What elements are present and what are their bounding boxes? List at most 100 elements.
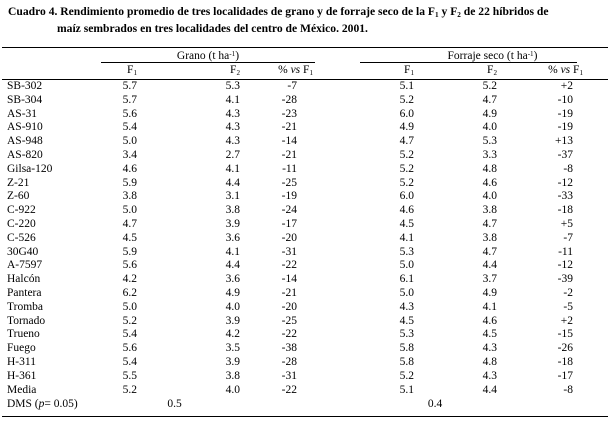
forraje-f2-value: 5.2 (482, 80, 497, 92)
grano-f2-value: 2.7 (225, 148, 240, 161)
forraje-f1-value: 4.6 (399, 204, 414, 217)
group-header-grano: Grano (t ha-1) (101, 48, 315, 63)
grano-pct-value: -19 (281, 190, 297, 203)
grano-f1-value: 4.5 (122, 231, 137, 244)
grano-pct-value: -17 (281, 217, 297, 230)
forraje-f2-value: 4.6 (482, 176, 497, 189)
grano-f1-value: 3.4 (122, 148, 137, 161)
grano-f1-value: 5.9 (122, 176, 137, 189)
grano-pct-value: -20 (281, 300, 297, 313)
table-row: C-922 5.0 3.8 -24 4.6 3.8 -18 (2, 204, 608, 218)
grano-pct-value: -22 (281, 383, 297, 396)
forraje-pct-value: -18 (557, 204, 573, 217)
grano-f2-value: 3.1 (225, 190, 240, 203)
dms-label: DMS (p= 0.05) (7, 398, 78, 411)
forraje-f1-value: 5.8 (399, 342, 414, 355)
hybrid-name: AS-31 (7, 107, 38, 120)
group-header-forraje: Forraje seco (t ha-1) (360, 48, 577, 63)
table-row: AS-948 5.0 4.3 -14 4.7 5.3 +13 (2, 135, 608, 149)
grano-f1-value: 5.9 (122, 245, 137, 258)
hybrid-name: A-7597 (7, 259, 43, 272)
forraje-pct-value: -10 (557, 93, 573, 106)
dms-row: DMS (p= 0.05) 0.5 0.4 (2, 397, 608, 413)
grano-f2-value: 4.4 (225, 176, 240, 189)
grano-f1-value: 6.2 (122, 286, 137, 299)
table-row: Pantera 6.2 4.9 -21 5.0 4.9 -2 (2, 287, 608, 301)
forraje-f2-value: 5.3 (482, 135, 497, 148)
column-header-row: F1 F2 % vs F1 F1 F2 % vs F1 (2, 63, 608, 79)
grano-f1-value: 5.0 (122, 300, 137, 313)
grano-f2-value: 3.8 (225, 369, 240, 382)
forraje-f1-value: 5.1 (399, 383, 414, 396)
grano-f2-value: 5.3 (225, 80, 240, 92)
hybrid-name: SB-304 (7, 93, 43, 106)
hybrid-name: Fuego (7, 342, 36, 355)
hybrid-name: AS-910 (7, 121, 43, 134)
grano-f2-value: 4.0 (225, 383, 240, 396)
forraje-pct-value: +5 (560, 217, 573, 230)
table-row: H-311 5.4 3.9 -28 5.8 4.8 -18 (2, 356, 608, 370)
grano-f1-value: 5.2 (122, 314, 137, 327)
grano-f2-value: 4.1 (225, 93, 240, 106)
hybrid-name: C-220 (7, 217, 36, 230)
forraje-pct-value: -8 (563, 383, 573, 396)
grano-f1-value: 4.6 (122, 162, 137, 175)
table-row: Trueno 5.4 4.2 -22 5.3 4.5 -15 (2, 328, 608, 342)
forraje-pct-value: -19 (557, 107, 573, 120)
grano-f2-value: 3.9 (225, 355, 240, 368)
forraje-f2-value: 4.0 (482, 121, 497, 134)
grano-pct-value: -22 (281, 328, 297, 341)
grano-f1-value: 5.5 (122, 369, 137, 382)
grano-pct-value: -14 (281, 135, 297, 148)
forraje-pct-value: -5 (563, 300, 573, 313)
forraje-f2-value: 4.9 (482, 107, 497, 120)
group-label: Forraje seco (t ha-1) (447, 50, 538, 63)
table-row: SB-302 5.7 5.3 -7 5.1 5.2 +2 (2, 80, 608, 94)
grano-pct-value: -23 (281, 107, 297, 120)
forraje-f1-value: 5.8 (399, 355, 414, 368)
forraje-f2-value: 3.8 (482, 204, 497, 217)
table-row: Z-60 3.8 3.1 -19 6.0 4.0 -33 (2, 190, 608, 204)
hybrid-name: 30G40 (7, 245, 39, 258)
forraje-f1-value: 5.2 (399, 369, 414, 382)
grano-pct-value: -24 (281, 204, 297, 217)
forraje-f1-value: 5.3 (399, 245, 414, 258)
forraje-f1-value: 6.0 (399, 107, 414, 120)
grano-f1-value: 5.7 (122, 93, 137, 106)
grano-f2-value: 3.6 (225, 231, 240, 244)
grano-pct-value: -14 (281, 273, 297, 286)
forraje-f1-value: 5.0 (399, 286, 414, 299)
table-row: Fuego 5.6 3.5 -38 5.8 4.3 -26 (2, 342, 608, 356)
grano-pct-value: -11 (282, 162, 297, 175)
grano-f2-value: 3.9 (225, 314, 240, 327)
hybrid-name: Z-21 (7, 176, 30, 189)
grano-f2-value: 3.8 (225, 204, 240, 217)
hybrid-name: SB-302 (7, 80, 43, 92)
forraje-pct-value: -37 (557, 148, 573, 161)
grano-pct-value: -21 (281, 121, 297, 134)
top-rule (2, 47, 608, 48)
forraje-pct-value: -11 (558, 245, 573, 258)
forraje-f2-value: 4.6 (482, 314, 497, 327)
hybrid-name: Z-60 (7, 190, 30, 203)
forraje-pct-value: -19 (557, 121, 573, 134)
table-row: AS-820 3.4 2.7 -21 5.2 3.3 -37 (2, 149, 608, 163)
forraje-f1-value: 4.1 (399, 231, 414, 244)
forraje-f1-value: 4.7 (399, 135, 414, 148)
grano-f1-value: 5.0 (122, 135, 137, 148)
group-label: Grano (t ha-1) (176, 50, 240, 63)
forraje-pct-value: -15 (557, 328, 573, 341)
table-row: Z-21 5.9 4.4 -25 5.2 4.6 -12 (2, 177, 608, 191)
hybrid-name: C-922 (7, 204, 36, 217)
grano-pct-value: -31 (281, 369, 297, 382)
group-header-row: Grano (t ha-1) Forraje seco (t ha-1) (2, 48, 608, 63)
table-body: SB-302 5.7 5.3 -7 5.1 5.2 +2 SB-304 5.7 … (2, 80, 608, 397)
grano-pct-value: -31 (281, 245, 297, 258)
grano-pct-value: -38 (281, 342, 297, 355)
forraje-pct-value: -12 (557, 259, 573, 272)
grano-pct-value: -25 (281, 314, 297, 327)
forraje-f2-value: 4.7 (482, 217, 497, 230)
grano-f2-value: 4.9 (225, 286, 240, 299)
forraje-f1-value: 5.2 (399, 176, 414, 189)
grano-f2-value: 4.1 (225, 162, 240, 175)
